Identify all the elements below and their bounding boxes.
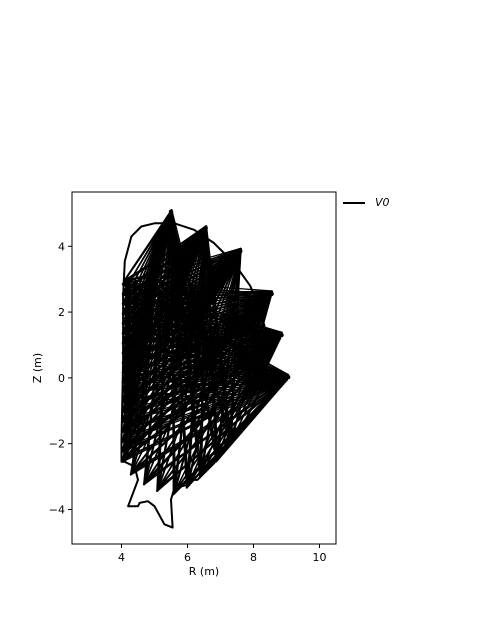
y-axis-ticks: −4 −2 0 2 4 <box>49 240 72 516</box>
sightline <box>121 303 290 376</box>
y-tick-label: 4 <box>58 240 65 253</box>
y-tick-label: −2 <box>49 438 65 451</box>
sightline <box>123 289 290 376</box>
sightline <box>121 331 283 434</box>
x-axis-ticks: 4 6 8 10 <box>118 544 327 564</box>
plot-area <box>120 209 291 529</box>
sightline <box>122 362 289 376</box>
detector-point <box>203 225 208 231</box>
sightline <box>143 374 290 486</box>
sightline <box>124 279 273 292</box>
sightline <box>121 283 289 378</box>
vessel-outline-v0 <box>120 222 268 529</box>
x-tick-label: 8 <box>250 551 257 564</box>
sightline <box>121 250 241 286</box>
sightline <box>122 247 242 313</box>
sightline <box>156 376 289 493</box>
detector-point <box>285 375 291 380</box>
sightline <box>122 331 283 441</box>
x-tick-label: 4 <box>118 551 125 564</box>
sightline <box>123 331 283 390</box>
y-tick-label: 2 <box>58 306 65 319</box>
axes-frame <box>71 191 337 545</box>
sightline <box>124 348 289 376</box>
sightline <box>122 291 283 334</box>
sightline <box>157 374 290 491</box>
x-tick-label: 10 <box>313 551 327 564</box>
sightline <box>122 343 289 378</box>
sightline <box>228 374 290 447</box>
sightline <box>122 331 283 382</box>
sightline <box>121 283 283 334</box>
sightline <box>123 370 289 376</box>
sightline <box>123 374 289 402</box>
sightline <box>122 333 289 376</box>
sightline <box>174 374 290 492</box>
y-axis-label: Z (m) <box>31 353 44 383</box>
sightline <box>131 376 289 474</box>
sightline <box>122 313 283 334</box>
sightline <box>123 209 173 281</box>
sightline <box>123 247 242 291</box>
sightline <box>122 378 288 384</box>
sightline <box>122 374 289 394</box>
detector-point <box>269 291 274 297</box>
sightline <box>124 299 283 334</box>
legend: V0 <box>343 196 390 209</box>
sightline <box>124 374 289 380</box>
sightline <box>122 281 290 376</box>
sightline <box>123 290 273 370</box>
sightline <box>121 293 282 336</box>
sightline <box>132 374 290 472</box>
sightline <box>123 319 290 376</box>
x-axis-label: R (m) <box>189 565 219 578</box>
legend-label-v0: V0 <box>375 196 390 209</box>
y-tick-label: 0 <box>58 372 65 385</box>
detector-point <box>279 332 284 338</box>
y-tick-label: −4 <box>49 503 65 516</box>
sightline <box>122 247 242 284</box>
x-tick-label: 6 <box>184 551 191 564</box>
sightline <box>122 376 289 404</box>
detector-point <box>238 249 243 254</box>
sightline <box>122 331 283 412</box>
sightline <box>122 372 289 378</box>
sightline <box>122 311 290 376</box>
detector-point <box>168 209 174 214</box>
sightline <box>123 341 289 376</box>
sightline <box>121 225 207 285</box>
sightline <box>121 313 289 378</box>
